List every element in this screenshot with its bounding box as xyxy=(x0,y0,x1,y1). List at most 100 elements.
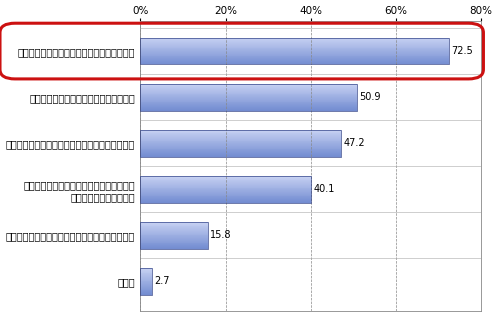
Bar xyxy=(140,183,311,184)
Bar xyxy=(140,223,208,224)
Bar xyxy=(140,60,449,61)
Bar xyxy=(140,152,341,153)
Bar xyxy=(140,144,341,145)
Bar xyxy=(140,229,208,230)
Bar xyxy=(140,156,341,157)
Bar xyxy=(140,274,152,275)
Bar xyxy=(140,238,208,239)
Bar xyxy=(140,232,208,233)
Bar xyxy=(140,147,341,148)
Bar xyxy=(140,106,357,107)
Bar xyxy=(140,151,341,152)
Bar xyxy=(140,283,152,284)
Bar xyxy=(140,188,311,189)
Bar xyxy=(140,86,357,87)
Bar xyxy=(140,192,311,193)
Bar xyxy=(140,240,208,241)
Bar xyxy=(140,98,357,99)
Bar xyxy=(140,150,341,151)
Bar xyxy=(140,227,208,228)
Bar xyxy=(140,42,449,43)
Text: 15.8: 15.8 xyxy=(210,230,231,240)
Bar xyxy=(140,185,311,186)
Text: 47.2: 47.2 xyxy=(344,138,365,148)
Bar xyxy=(140,95,357,96)
Bar xyxy=(140,136,341,137)
Bar xyxy=(140,236,208,237)
Bar xyxy=(140,43,449,44)
Bar xyxy=(140,109,357,110)
Bar xyxy=(140,225,208,226)
Bar xyxy=(140,131,341,132)
Bar xyxy=(140,247,208,248)
Bar xyxy=(140,199,311,200)
Bar xyxy=(140,287,152,288)
Bar xyxy=(140,182,311,183)
Bar xyxy=(140,54,449,55)
Bar xyxy=(140,133,341,134)
Bar xyxy=(140,154,341,155)
Bar xyxy=(140,239,208,240)
Bar xyxy=(140,104,357,105)
Bar xyxy=(140,59,449,60)
Bar xyxy=(140,55,449,56)
Bar xyxy=(140,243,208,244)
Bar xyxy=(140,90,357,91)
Bar xyxy=(140,89,357,90)
Text: 2.7: 2.7 xyxy=(154,276,169,287)
Bar xyxy=(140,248,208,249)
Bar xyxy=(140,191,311,192)
Bar xyxy=(140,285,152,286)
Bar xyxy=(140,293,152,294)
Bar xyxy=(140,92,357,93)
Bar xyxy=(140,242,208,243)
Bar xyxy=(140,277,152,278)
Bar xyxy=(140,134,341,135)
Bar xyxy=(140,291,152,292)
Bar xyxy=(140,130,341,157)
Text: 72.5: 72.5 xyxy=(451,46,473,56)
Bar xyxy=(140,193,311,194)
Bar xyxy=(140,177,311,178)
Bar xyxy=(140,237,208,238)
Bar xyxy=(140,246,208,247)
Bar xyxy=(140,281,152,282)
Bar xyxy=(140,53,449,54)
Bar xyxy=(140,143,341,144)
Bar xyxy=(140,38,449,64)
Bar xyxy=(140,85,357,86)
Bar xyxy=(140,140,341,141)
Bar xyxy=(140,50,449,51)
Bar xyxy=(140,38,449,39)
Bar xyxy=(140,235,208,236)
Bar xyxy=(140,100,357,101)
Bar xyxy=(140,135,341,136)
Bar xyxy=(140,180,311,181)
Bar xyxy=(140,234,208,235)
Bar xyxy=(140,279,152,280)
Bar xyxy=(140,268,152,295)
Bar xyxy=(140,271,152,272)
Bar xyxy=(140,130,341,131)
Bar xyxy=(140,273,152,274)
Bar xyxy=(140,155,341,156)
Bar xyxy=(140,178,311,179)
Bar xyxy=(140,56,449,57)
Bar xyxy=(140,88,357,89)
Bar xyxy=(140,45,449,46)
Bar xyxy=(140,198,311,199)
Bar xyxy=(140,96,357,97)
Bar xyxy=(140,93,357,94)
Bar xyxy=(140,153,341,154)
Bar xyxy=(140,241,208,242)
Bar xyxy=(140,186,311,187)
Bar xyxy=(140,195,311,196)
Bar xyxy=(140,176,311,203)
Bar xyxy=(140,284,152,285)
Bar xyxy=(140,46,449,47)
Bar xyxy=(140,105,357,106)
Bar xyxy=(140,197,311,198)
Bar xyxy=(140,148,341,149)
Bar xyxy=(140,52,449,53)
Bar xyxy=(140,142,341,143)
